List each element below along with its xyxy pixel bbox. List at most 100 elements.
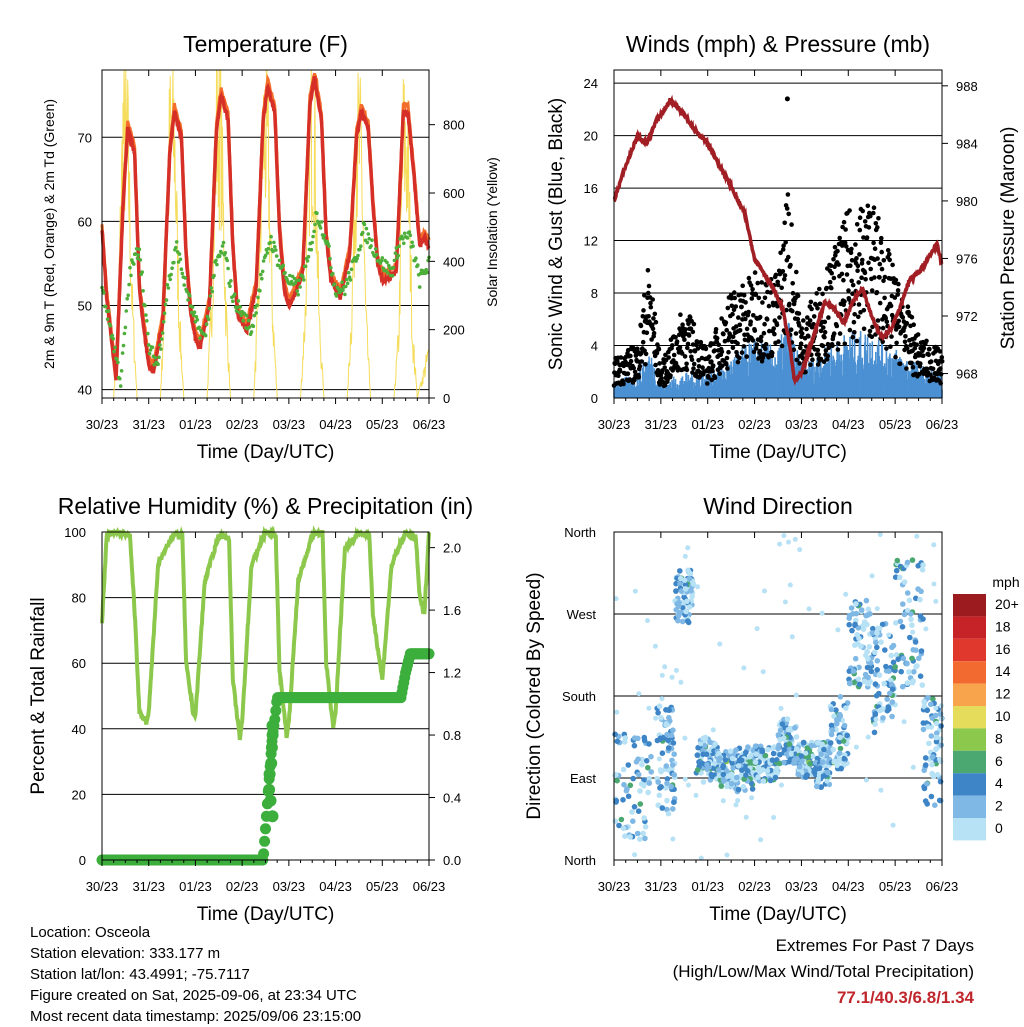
- gust-point: [903, 334, 908, 339]
- direction-point: [625, 793, 632, 800]
- dewpoint-point: [158, 343, 162, 347]
- dewpoint-point: [394, 246, 399, 250]
- y2-tick-label-temp: 600: [443, 186, 465, 201]
- direction-point: [844, 732, 850, 739]
- direction-point: [938, 703, 944, 709]
- gust-point: [831, 257, 836, 262]
- dewpoint-point: [367, 236, 372, 241]
- x-tick-label-wind: 02/23: [738, 417, 771, 432]
- x-axis-label-rh: Time (Day/UTC): [197, 904, 335, 925]
- dewpoint-point: [165, 283, 170, 287]
- dewpoint-point: [392, 258, 397, 263]
- direction-point: [833, 707, 839, 713]
- dewpoint-point: [356, 253, 360, 258]
- gust-point: [674, 339, 680, 344]
- direction-point: [747, 758, 753, 764]
- direction-point: [720, 763, 727, 769]
- legend-label: 10: [995, 708, 1011, 724]
- dewpoint-point: [122, 331, 127, 336]
- gust-point: [737, 322, 743, 328]
- gust-point: [862, 270, 868, 276]
- direction-point: [664, 797, 670, 804]
- dewpoint-point: [143, 303, 147, 308]
- dewpoint-point: [178, 257, 183, 262]
- direction-point: [890, 659, 897, 666]
- dewpoint-point: [217, 254, 222, 258]
- gust-point: [875, 225, 880, 230]
- direction-point: [816, 765, 823, 772]
- gust-point: [826, 315, 831, 320]
- gust-point: [834, 323, 840, 329]
- gust-point: [714, 335, 720, 341]
- direction-point: [622, 833, 628, 839]
- direction-point: [856, 681, 863, 688]
- gust-point: [643, 362, 648, 367]
- gust-point: [723, 320, 729, 325]
- direction-point: [922, 755, 929, 761]
- direction-point: [853, 601, 859, 607]
- gust-point: [810, 357, 815, 363]
- gust-point: [682, 337, 687, 343]
- dewpoint-point: [345, 277, 349, 282]
- direction-point: [676, 599, 682, 606]
- dewpoint-point: [396, 253, 401, 258]
- direction-point: [818, 784, 825, 790]
- gust-point: [740, 283, 745, 289]
- gust-point: [642, 293, 647, 298]
- x-tick-label-rh: 31/23: [132, 879, 165, 894]
- gust-point: [618, 355, 624, 360]
- dewpoint-point: [126, 293, 130, 298]
- dewpoint-point: [120, 351, 125, 355]
- direction-point: [846, 612, 853, 619]
- dewpoint-point: [295, 289, 300, 293]
- dewpoint-point: [206, 317, 211, 322]
- direction-point: [671, 799, 677, 805]
- direction-point: [863, 777, 869, 783]
- gust-point: [846, 288, 851, 293]
- direction-point: [867, 611, 873, 617]
- direction-point: [682, 586, 689, 592]
- gust-point: [673, 335, 678, 340]
- direction-point: [671, 771, 677, 778]
- dewpoint-point: [315, 211, 319, 215]
- gust-point: [617, 369, 623, 374]
- gust-point: [895, 292, 900, 297]
- dewpoint-point: [174, 245, 178, 250]
- y2-tick-label-rh: 1.6: [443, 603, 461, 618]
- direction-point: [928, 793, 935, 800]
- direction-point: [645, 789, 651, 796]
- direction-point: [770, 750, 777, 757]
- precip-point: [270, 705, 282, 717]
- dewpoint-point: [138, 258, 143, 262]
- direction-point: [648, 769, 654, 775]
- direction-point: [779, 782, 784, 788]
- direction-point: [673, 588, 679, 594]
- x-tick-label-rh: 05/23: [366, 879, 399, 894]
- gust-point: [648, 300, 653, 306]
- dewpoint-point: [140, 270, 144, 274]
- direction-point: [933, 598, 939, 604]
- direction-point: [670, 727, 676, 733]
- direction-point: [900, 601, 906, 607]
- direction-point: [873, 639, 879, 646]
- direction-point: [872, 711, 879, 717]
- dewpoint-point: [116, 360, 120, 365]
- gust-point: [806, 334, 811, 339]
- y2-tick-label-rh: 0.0: [443, 853, 461, 868]
- dewpoint-point: [129, 273, 133, 278]
- direction-point: [926, 740, 932, 747]
- direction-point: [909, 622, 915, 628]
- gust-point: [732, 295, 737, 301]
- gust-point: [758, 338, 764, 344]
- gust-point: [864, 235, 870, 240]
- latlon-text: Station lat/lon: 43.4991; -75.7117: [30, 966, 250, 983]
- direction-point: [870, 625, 876, 632]
- direction-point: [931, 581, 937, 587]
- direction-point: [879, 621, 886, 628]
- gust-point: [829, 270, 834, 276]
- x-axis-label-wind: Time (Day/UTC): [709, 442, 847, 463]
- dewpoint-point: [124, 309, 129, 313]
- direction-point: [747, 754, 753, 760]
- direction-point: [668, 783, 674, 790]
